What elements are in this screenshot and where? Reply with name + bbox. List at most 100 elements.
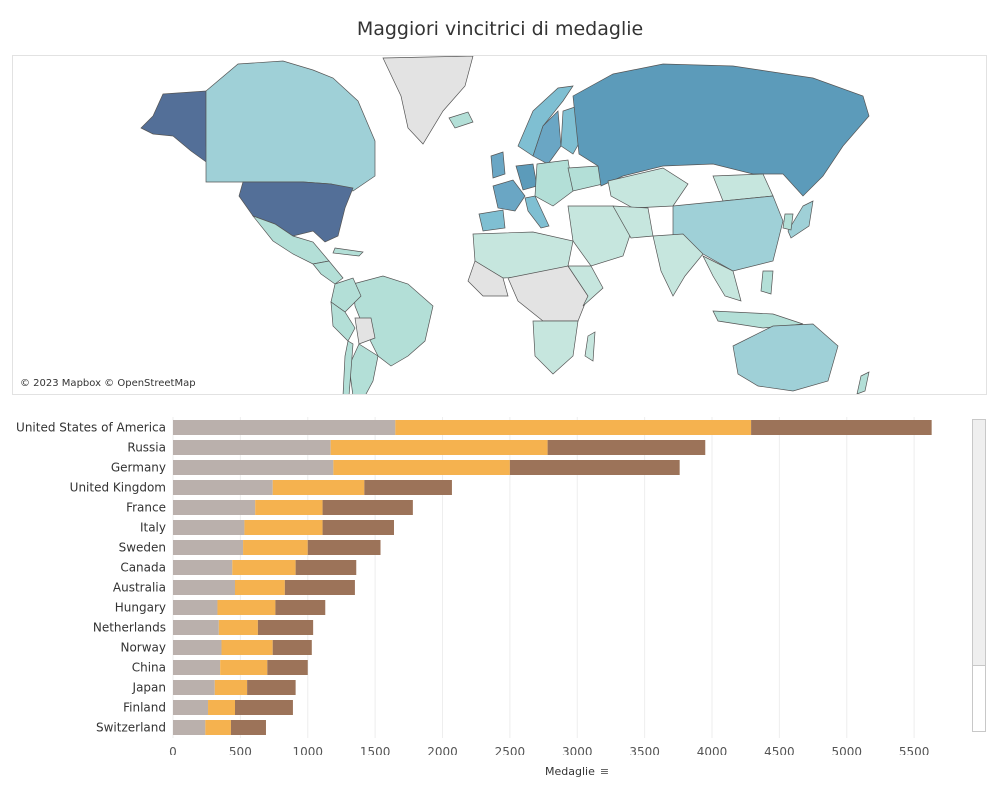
bar-segment[interactable] [275, 600, 326, 615]
x-tick-label: 4500 [764, 745, 795, 755]
vertical-scrollbar[interactable] [972, 419, 986, 732]
choropleth-map[interactable]: © 2023 Mapbox © OpenStreetMap [12, 55, 987, 395]
map-country-bolivia[interactable] [354, 317, 376, 345]
map-country-spain[interactable] [478, 209, 506, 232]
map-country-italy[interactable] [524, 195, 550, 229]
bar-segment[interactable] [322, 520, 394, 535]
bar-segment[interactable] [218, 620, 258, 635]
bar-segment[interactable] [244, 520, 323, 535]
map-country-madagascar[interactable] [584, 331, 596, 362]
bar-segment[interactable] [173, 480, 273, 495]
bar-segment[interactable] [173, 640, 222, 655]
map-country-peru[interactable] [330, 301, 356, 342]
bar-segment[interactable] [295, 560, 357, 575]
bar-segment[interactable] [217, 600, 276, 615]
map-country-ukraine[interactable] [567, 165, 604, 192]
map-country-west-africa[interactable] [467, 260, 509, 297]
bar-segment[interactable] [173, 420, 396, 435]
map-country-korea[interactable] [782, 213, 794, 231]
scrollbar-thumb[interactable] [973, 420, 985, 666]
category-label[interactable]: France [126, 501, 166, 515]
bar-segment[interactable] [267, 660, 308, 675]
category-label[interactable]: Canada [120, 561, 166, 575]
bar-segment[interactable] [173, 560, 233, 575]
bar-segment[interactable] [173, 500, 256, 515]
map-country-argentina[interactable] [348, 343, 379, 395]
map-country-chile[interactable] [342, 340, 354, 395]
bar-segment[interactable] [272, 640, 312, 655]
category-label[interactable]: Netherlands [93, 621, 166, 635]
category-label[interactable]: Italy [140, 521, 166, 535]
sort-icon[interactable]: ≡ [599, 765, 610, 778]
map-country-eastern-europe[interactable] [534, 159, 574, 207]
bar-segment[interactable] [751, 420, 932, 435]
bar-segment[interactable] [173, 660, 221, 675]
map-country-france[interactable] [492, 179, 526, 212]
world-map[interactable] [13, 56, 987, 395]
map-country-iceland[interactable] [448, 111, 474, 129]
map-country-central-america[interactable] [312, 260, 344, 285]
map-country-southern-africa[interactable] [532, 320, 579, 375]
category-label[interactable]: Norway [120, 641, 166, 655]
category-label[interactable]: Russia [127, 441, 166, 455]
map-country-australia[interactable] [732, 323, 839, 392]
bar-segment[interactable] [257, 620, 314, 635]
bar-segment[interactable] [234, 700, 293, 715]
bar-segment[interactable] [307, 540, 381, 555]
bar-segment[interactable] [220, 660, 268, 675]
map-country-southeast-asia[interactable] [702, 255, 742, 302]
bar-segment[interactable] [255, 500, 323, 515]
category-label[interactable]: Switzerland [96, 721, 166, 735]
bar-segment[interactable] [208, 700, 235, 715]
bar-segment[interactable] [221, 640, 273, 655]
category-label[interactable]: Australia [113, 581, 166, 595]
map-country-colombia[interactable] [330, 277, 362, 313]
map-country-germany[interactable] [515, 163, 538, 191]
bar-segment[interactable] [395, 420, 752, 435]
category-label[interactable]: United States of America [16, 421, 166, 435]
bar-segment[interactable] [230, 720, 266, 735]
bar-segment[interactable] [173, 520, 245, 535]
map-country-india[interactable] [652, 233, 704, 297]
bar-segment[interactable] [173, 620, 219, 635]
bar-segment[interactable] [243, 540, 308, 555]
bar-segment[interactable] [173, 460, 334, 475]
bar-segment[interactable] [173, 720, 206, 735]
category-label[interactable]: Hungary [115, 601, 166, 615]
map-country-east-africa[interactable] [567, 265, 604, 307]
bar-segment[interactable] [322, 500, 413, 515]
bar-segment[interactable] [547, 440, 706, 455]
bar-segment[interactable] [333, 460, 510, 475]
category-label[interactable]: Japan [132, 681, 166, 695]
map-country-usa[interactable] [238, 181, 354, 243]
bar-segment[interactable] [232, 560, 296, 575]
category-label[interactable]: Sweden [119, 541, 166, 555]
map-attribution: © 2023 Mapbox © OpenStreetMap [20, 378, 196, 389]
category-label[interactable]: Finland [123, 701, 166, 715]
map-country-philippines[interactable] [760, 270, 774, 295]
bar-segment[interactable] [364, 480, 452, 495]
bar-segment[interactable] [205, 720, 231, 735]
bar-segment[interactable] [214, 680, 248, 695]
bar-segment[interactable] [173, 540, 244, 555]
bar-segment[interactable] [247, 680, 296, 695]
bar-segment[interactable] [509, 460, 680, 475]
map-country-greenland[interactable] [382, 56, 474, 145]
map-country-cuba[interactable] [332, 247, 364, 257]
category-label[interactable]: United Kingdom [70, 481, 166, 495]
bar-segment[interactable] [173, 580, 235, 595]
map-country-canada[interactable] [205, 60, 376, 192]
bar-segment[interactable] [272, 480, 365, 495]
bar-segment[interactable] [173, 700, 209, 715]
category-label[interactable]: Germany [111, 461, 166, 475]
bar-segment[interactable] [173, 440, 331, 455]
bar-segment[interactable] [173, 600, 218, 615]
bar-segment[interactable] [330, 440, 548, 455]
category-label[interactable]: China [132, 661, 166, 675]
bar-segment[interactable] [234, 580, 285, 595]
bar-segment[interactable] [173, 680, 215, 695]
map-country-new-zealand[interactable] [856, 371, 870, 394]
bar-segment[interactable] [284, 580, 355, 595]
map-country-russia[interactable] [572, 63, 870, 197]
map-country-uk[interactable] [490, 151, 506, 179]
